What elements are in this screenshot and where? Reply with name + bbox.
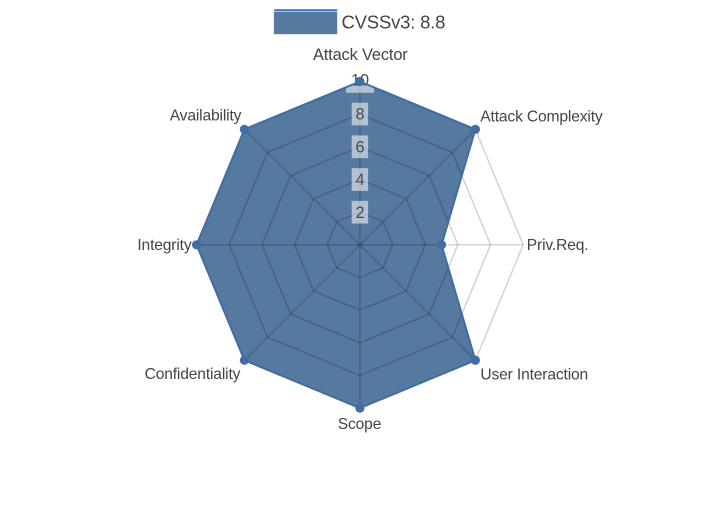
svg-text:Attack Vector: Attack Vector — [313, 46, 408, 64]
svg-text:User Interaction: User Interaction — [480, 367, 588, 384]
svg-text:Scope: Scope — [338, 416, 381, 433]
svg-text:CVSSv3: 8.8: CVSSv3: 8.8 — [342, 12, 446, 33]
svg-text:8: 8 — [355, 106, 364, 124]
svg-text:Priv.Req.: Priv.Req. — [527, 237, 589, 254]
svg-text:Attack Complexity: Attack Complexity — [480, 109, 603, 126]
svg-text:Availability: Availability — [170, 108, 242, 125]
svg-text:2: 2 — [355, 204, 364, 222]
svg-text:6: 6 — [355, 138, 364, 156]
svg-text:Integrity: Integrity — [137, 237, 191, 254]
svg-text:4: 4 — [355, 171, 364, 189]
svg-text:Confidentiality: Confidentiality — [145, 366, 241, 383]
